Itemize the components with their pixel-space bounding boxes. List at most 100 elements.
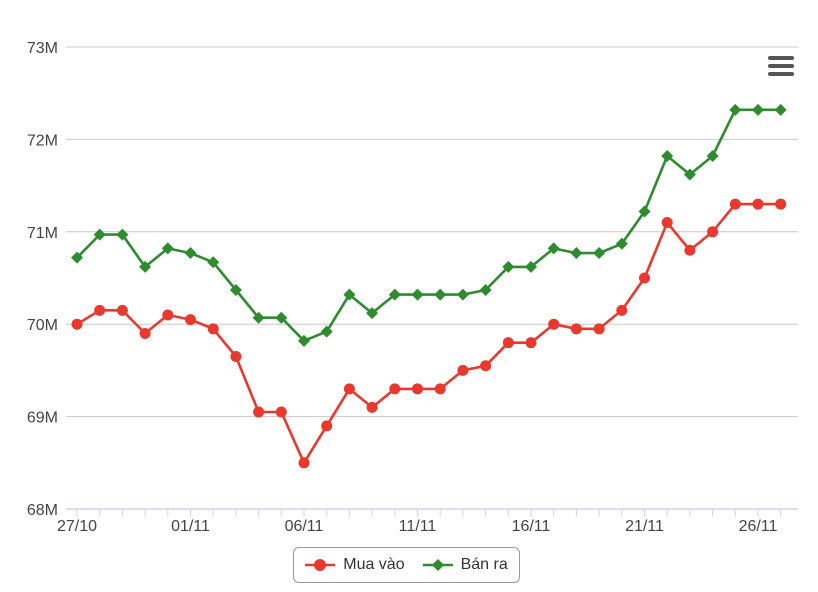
- y-tick-label: 68M: [27, 502, 58, 519]
- x-tick-label: 27/10: [57, 518, 97, 535]
- data-point: [639, 272, 650, 284]
- data-point: [298, 334, 310, 347]
- x-tick-label: 11/11: [399, 518, 437, 535]
- data-point: [185, 314, 196, 326]
- data-point: [615, 237, 628, 250]
- data-point: [752, 103, 764, 116]
- series-buy: [71, 198, 787, 469]
- y-tick-label: 71M: [27, 225, 58, 242]
- data-point: [230, 351, 242, 363]
- data-point: [593, 323, 605, 335]
- data-point: [434, 288, 447, 301]
- data-point: [366, 401, 378, 413]
- data-point: [570, 247, 583, 260]
- legend-marker-sell: [431, 559, 444, 571]
- x-tick-label: 01/11: [171, 518, 210, 535]
- data-point: [775, 198, 787, 210]
- data-point: [502, 337, 514, 349]
- data-point: [321, 420, 333, 432]
- data-point: [548, 318, 560, 330]
- data-point: [139, 327, 151, 339]
- x-axis: [66, 508, 798, 517]
- y-tick-label: 69M: [27, 410, 58, 427]
- legend-symbol-buy: [305, 559, 336, 571]
- data-point: [774, 103, 787, 116]
- data-point: [547, 242, 560, 255]
- legend-marker-buy: [314, 559, 327, 571]
- data-point: [706, 150, 719, 163]
- data-point: [638, 205, 651, 218]
- y-tick-label: 73M: [27, 40, 58, 57]
- data-point: [275, 311, 288, 324]
- data-point: [207, 323, 219, 335]
- data-point: [434, 383, 446, 395]
- data-point: [298, 457, 310, 469]
- data-point: [71, 318, 83, 330]
- y-tick-label: 70M: [27, 317, 58, 334]
- data-point: [207, 256, 220, 269]
- data-point: [457, 364, 469, 376]
- data-point: [456, 288, 469, 301]
- data-point: [593, 247, 606, 260]
- y-tick-label: 72M: [27, 132, 58, 149]
- data-point: [162, 309, 174, 321]
- legend-item-sell[interactable]: Bán ra: [422, 556, 508, 574]
- data-point: [525, 260, 537, 273]
- data-point: [684, 244, 696, 256]
- legend-label-sell: Bán ra: [460, 556, 508, 573]
- data-point: [570, 323, 582, 335]
- legend-item-buy[interactable]: Mua vào: [305, 556, 405, 574]
- x-tick-label: 16/11: [512, 518, 551, 535]
- hamburger-menu-icon: [768, 56, 794, 60]
- data-point: [479, 284, 492, 297]
- series-line: [76, 108, 781, 343]
- legend: Mua vào Bán ra: [293, 547, 520, 583]
- data-point: [275, 406, 287, 418]
- x-axis-labels: 27/10 01/11 06/11 11/11 16/11 21/11 26/11: [57, 518, 778, 535]
- data-point: [94, 304, 106, 316]
- data-point: [366, 307, 379, 320]
- data-point: [729, 198, 741, 210]
- data-point: [252, 311, 265, 324]
- data-point: [411, 288, 424, 301]
- data-point: [229, 284, 242, 297]
- data-point: [139, 260, 152, 273]
- data-point: [480, 360, 492, 372]
- data-point: [116, 304, 128, 316]
- data-point: [389, 383, 401, 395]
- data-point: [253, 406, 265, 418]
- data-point: [116, 228, 129, 241]
- data-point: [683, 168, 696, 181]
- data-point: [320, 325, 333, 338]
- data-point: [412, 383, 423, 395]
- data-point: [184, 247, 197, 260]
- y-axis-labels: 68M 69M 70M 71M 72M 73M: [27, 40, 58, 519]
- series-layer: [71, 103, 787, 469]
- data-point: [388, 288, 401, 301]
- series-sell: [71, 103, 787, 347]
- hamburger-menu-icon-bar: [768, 72, 794, 76]
- data-point: [616, 304, 628, 316]
- data-point: [661, 150, 674, 163]
- hamburger-menu-icon-bar: [768, 64, 794, 68]
- data-point: [161, 242, 174, 255]
- legend-symbol-sell: [422, 559, 453, 571]
- series-line: [76, 202, 781, 465]
- data-point: [661, 217, 673, 229]
- chart-menu-button[interactable]: [762, 52, 800, 82]
- data-point: [343, 288, 356, 301]
- grid-lines: [66, 46, 798, 418]
- data-point: [93, 228, 106, 241]
- data-point: [525, 337, 537, 349]
- data-point: [729, 103, 742, 116]
- data-point: [71, 251, 83, 264]
- x-tick-label: 21/11: [625, 518, 664, 535]
- data-point: [343, 383, 355, 395]
- data-point: [752, 198, 764, 210]
- legend-label-buy: Mua vào: [343, 556, 405, 573]
- data-point: [707, 226, 719, 238]
- x-tick-label: 26/11: [739, 518, 778, 535]
- x-tick-label: 06/11: [285, 518, 324, 535]
- data-point: [502, 260, 515, 273]
